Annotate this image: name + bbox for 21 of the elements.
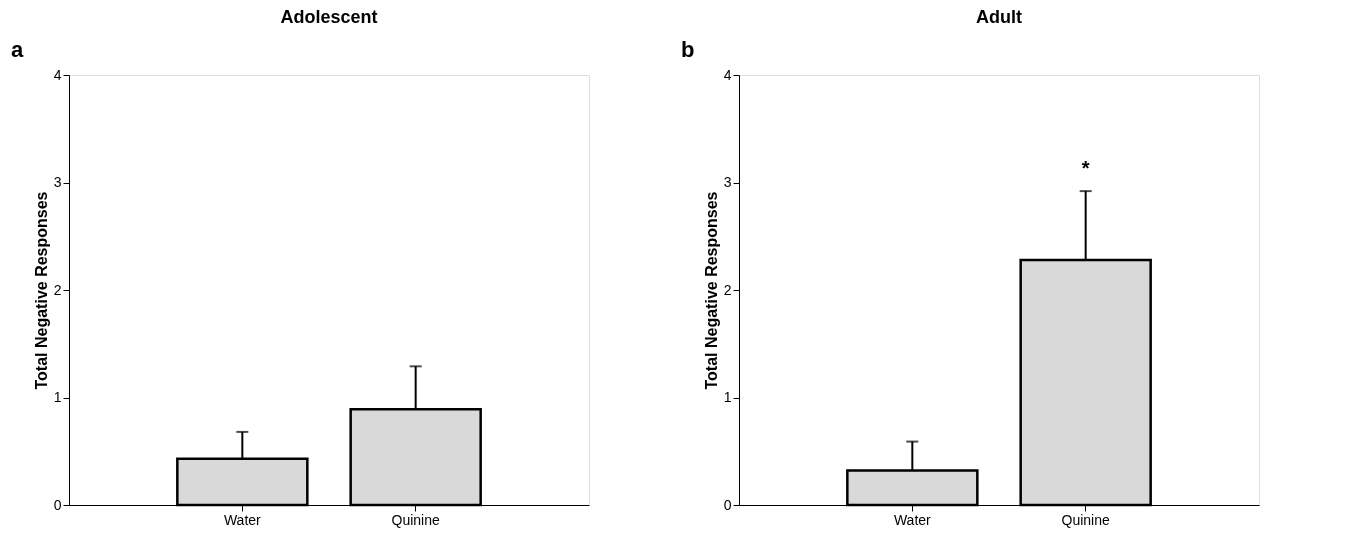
y-axis-title: Total Negative Responses bbox=[32, 191, 50, 390]
chart-title: Adolescent bbox=[280, 7, 378, 27]
y-tick-label: 0 bbox=[53, 496, 62, 513]
y-tick-label: 0 bbox=[723, 496, 732, 513]
y-tick-label: 2 bbox=[723, 281, 732, 298]
y-tick-label: 1 bbox=[723, 389, 732, 405]
y-tick-label: 3 bbox=[53, 174, 62, 190]
x-tick-label: Water bbox=[893, 511, 932, 528]
text: b bbox=[681, 37, 695, 62]
chart-title: Adult bbox=[976, 7, 1022, 27]
x-tick-label: Quinine bbox=[1061, 511, 1110, 528]
y-axis-title: Total Negative Responses bbox=[702, 191, 720, 390]
y-tick-label: 2 bbox=[53, 281, 62, 298]
y-tick-label: 4 bbox=[723, 66, 732, 83]
y-tick-label: 3 bbox=[723, 174, 732, 190]
x-tick-label: Water bbox=[223, 511, 262, 528]
y-tick-label: 1 bbox=[53, 389, 62, 405]
annotation: * bbox=[1081, 157, 1090, 180]
x-tick-label: Quinine bbox=[391, 511, 440, 528]
y-tick-label: 4 bbox=[53, 66, 62, 83]
text: a bbox=[11, 37, 24, 62]
